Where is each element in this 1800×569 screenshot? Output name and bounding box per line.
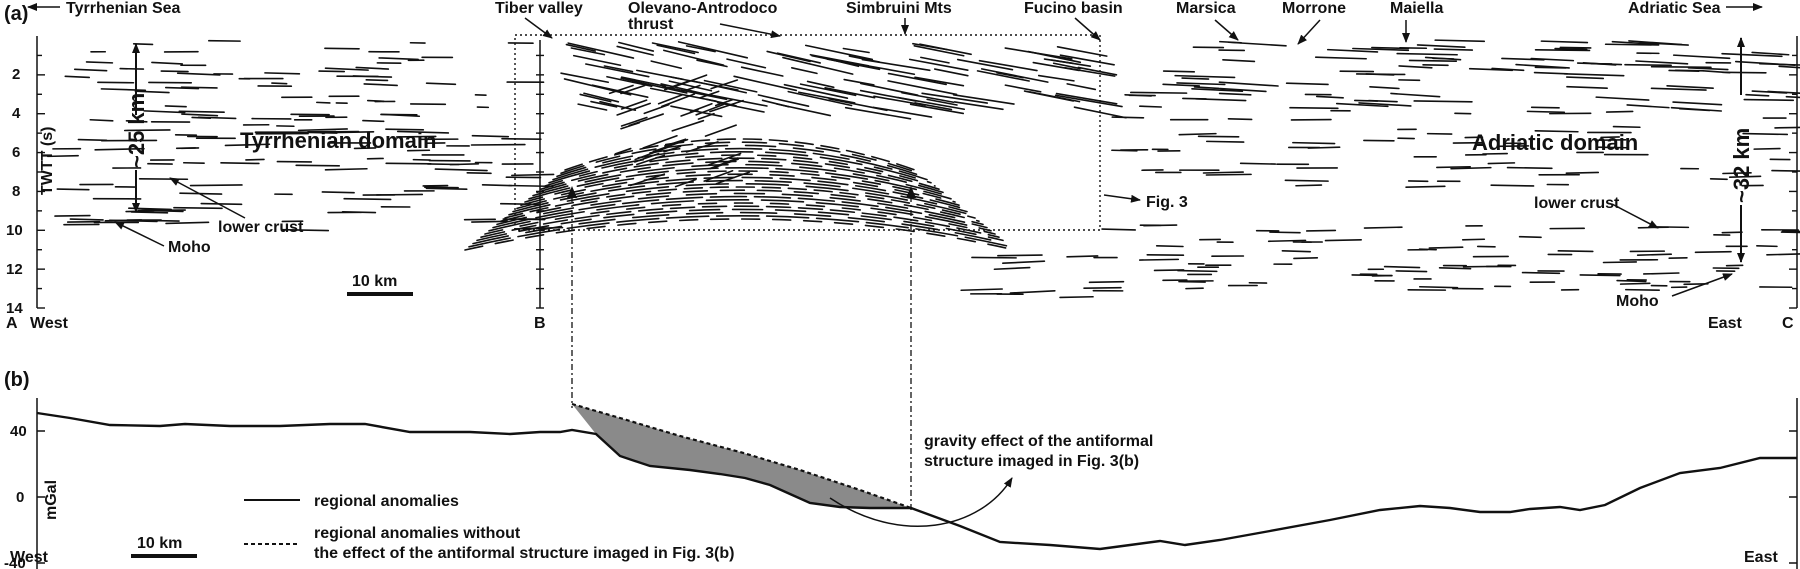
maiella-label: Maiella bbox=[1390, 0, 1443, 17]
west-label-a: West bbox=[30, 315, 69, 332]
y-tick-12: 12 bbox=[6, 261, 23, 278]
y-tick-2: 2 bbox=[12, 66, 20, 83]
fucino-arrow bbox=[1074, 17, 1101, 41]
twtt-axis-label: TWTT (s) bbox=[39, 127, 56, 195]
adriatic-domain-label: Adriatic domain bbox=[1472, 130, 1638, 155]
legend-dashed-label-line2: the effect of the antiformal structure i… bbox=[314, 545, 734, 562]
mgal-tick-minus40: -40 bbox=[4, 555, 26, 569]
y-tick-4: 4 bbox=[12, 105, 21, 122]
y-tick-10: 10 bbox=[6, 222, 23, 239]
mgal-tick-40: 40 bbox=[10, 423, 27, 440]
lower-crust-west-label: lower crust bbox=[218, 219, 304, 236]
morrone-arrow bbox=[1297, 19, 1321, 45]
lower-crust-east-label: lower crust bbox=[1534, 195, 1620, 212]
mgal-tick-0: 0 bbox=[16, 489, 24, 506]
y-tick-6: 6 bbox=[12, 144, 20, 161]
fig3-box bbox=[514, 34, 1101, 231]
twtt-axis-right bbox=[1789, 36, 1798, 309]
gravity-effect-label-line1: gravity effect of the antiformal bbox=[924, 433, 1153, 450]
adriatic-sea-label: Adriatic Sea bbox=[1628, 0, 1721, 17]
scale-bar-a-label: 10 km bbox=[352, 273, 397, 290]
mgal-axis-left: 40 0 -40 mGal bbox=[4, 398, 60, 569]
fucino-label: Fucino basin bbox=[1024, 0, 1123, 17]
marsica-label: Marsica bbox=[1176, 0, 1236, 17]
panel-b-label: (b) bbox=[4, 369, 30, 391]
legend-solid-label: regional anomalies bbox=[314, 493, 459, 510]
y-tick-8: 8 bbox=[12, 183, 20, 200]
morrone-label: Morrone bbox=[1282, 0, 1346, 17]
scale-bar-b-label: 10 km bbox=[137, 535, 182, 552]
moho-west-arrow bbox=[114, 221, 165, 247]
marsica-arrow bbox=[1214, 19, 1239, 41]
fig3-arrow bbox=[1103, 194, 1141, 203]
simbruini-label: Simbruini Mts bbox=[846, 0, 952, 17]
legend: regional anomalies regional anomalies wi… bbox=[244, 493, 734, 562]
panel-a-label: (a) bbox=[4, 3, 28, 25]
tyrrhenian-sea-label: Tyrrhenian Sea bbox=[66, 0, 181, 17]
gravity-effect-arrow bbox=[829, 477, 1013, 527]
east-label-b: East bbox=[1744, 549, 1778, 566]
thickness-west: ~25 km bbox=[124, 43, 149, 213]
olevano-label-line1: Olevano-Antrodoco bbox=[628, 0, 778, 17]
point-c-label: C bbox=[1782, 315, 1794, 332]
seismic-reflectors bbox=[46, 39, 1800, 299]
thickness-east: ~32 km bbox=[1729, 37, 1754, 263]
point-a-label: A bbox=[6, 315, 18, 332]
moho-east-label: Moho bbox=[1616, 293, 1659, 310]
east-label-a: East bbox=[1708, 315, 1742, 332]
tiber-valley-arrow bbox=[524, 17, 553, 39]
moho-west-label: Moho bbox=[168, 239, 211, 256]
tiber-valley-label: Tiber valley bbox=[495, 0, 583, 17]
thickness-west-label: ~25 km bbox=[124, 93, 149, 168]
mgal-axis-label: mGal bbox=[43, 480, 60, 520]
lower-crust-east-arrow bbox=[1611, 203, 1659, 229]
olevano-label-line2: thrust bbox=[628, 16, 674, 33]
west-label-b: West bbox=[10, 549, 49, 566]
tyrrhenian-domain-label: Tyrrhenian domain bbox=[240, 128, 436, 153]
y-tick-14: 14 bbox=[6, 300, 23, 317]
point-b-label: B bbox=[534, 315, 546, 332]
twtt-axis-left: 2 4 6 8 10 12 14 TWTT (s) bbox=[6, 36, 56, 317]
olevano-arrow bbox=[719, 23, 781, 39]
mgal-axis-right bbox=[1789, 398, 1798, 569]
regional-anomalies-without-antiform-curve bbox=[571, 402, 912, 510]
fig3-label: Fig. 3 bbox=[1146, 194, 1188, 211]
gravity-effect-label-line2: structure imaged in Fig. 3(b) bbox=[924, 453, 1139, 470]
moho-east-arrow bbox=[1671, 273, 1733, 297]
legend-dashed-label-line1: regional anomalies without bbox=[314, 525, 521, 542]
lower-crust-west-arrow bbox=[169, 177, 246, 219]
regional-anomalies-curve bbox=[36, 411, 1797, 551]
thickness-east-label: ~32 km bbox=[1729, 128, 1754, 203]
gravity-effect-area bbox=[572, 404, 911, 508]
